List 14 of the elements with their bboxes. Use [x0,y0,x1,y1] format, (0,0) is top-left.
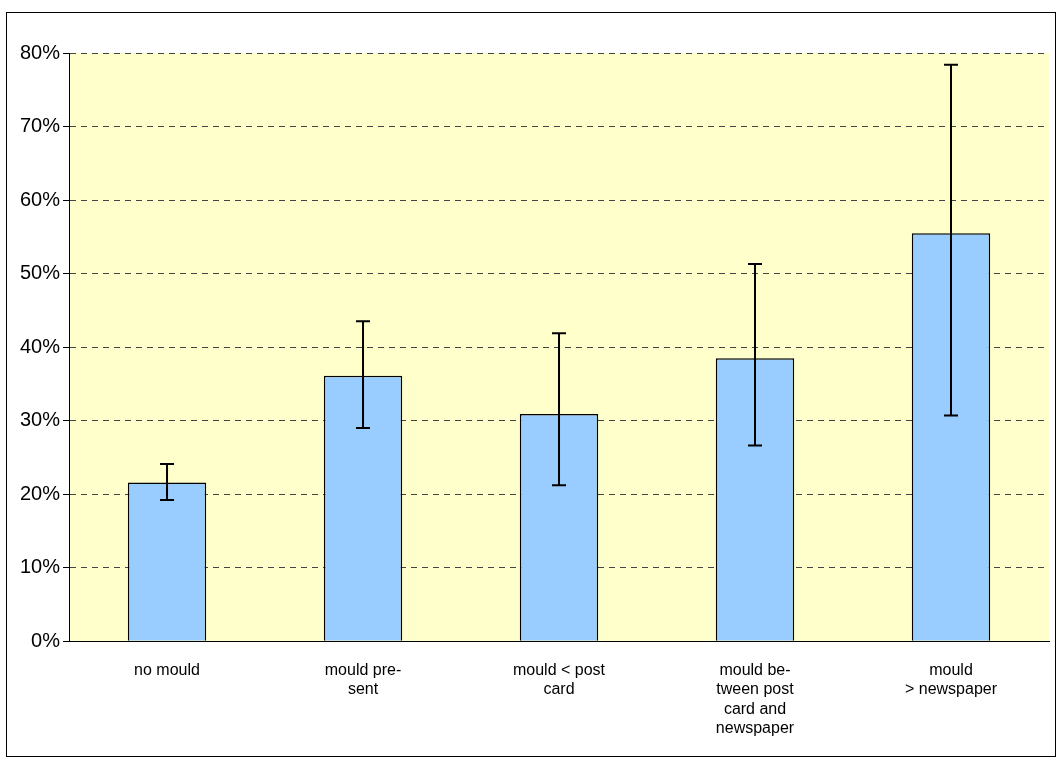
y-tick-label: 10% [20,555,61,578]
x-tick-label: mould < post card [512,661,606,698]
y-tick-label: 80% [20,40,61,63]
y-tick-label: 20% [20,481,61,504]
x-tick-label: mould > newspaper [904,661,998,698]
y-tick-label: 0% [31,628,61,651]
y-tick-label: 50% [20,261,61,284]
y-tick-label: 70% [20,114,61,137]
x-tick-label: mould pre- sent [324,661,402,698]
x-tick-label: no mould [134,661,200,679]
y-tick-label: 40% [20,334,61,357]
y-tick-label: 60% [20,187,61,210]
y-tick-label: 30% [20,408,61,431]
x-tick-label: mould be- tween post card and newspaper [715,661,795,736]
